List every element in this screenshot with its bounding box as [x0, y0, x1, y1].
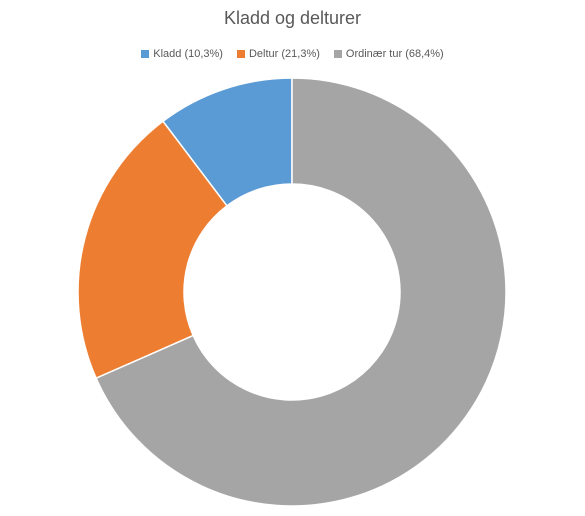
chart-title: Kladd og delturer	[223, 8, 362, 28]
donut-slice	[95, 77, 507, 507]
donut-slice	[77, 120, 228, 380]
legend-label: Deltur (21,3%)	[248, 48, 320, 60]
legend-item: Kladd (10,3%)	[141, 48, 223, 60]
legend-swatch	[236, 50, 245, 58]
legend-swatch	[141, 50, 150, 58]
legend: Kladd (10,3%) Deltur (21,3%) Ordinær tur (…	[0, 48, 585, 60]
legend-label: Kladd (10,3%)	[153, 48, 223, 60]
legend-label: Ordinær tur (68,4%)	[345, 48, 444, 60]
legend-swatch	[333, 50, 342, 58]
legend-item: Deltur (21,3%)	[236, 48, 320, 60]
legend-item: Ordinær tur (68,4%)	[333, 48, 444, 60]
